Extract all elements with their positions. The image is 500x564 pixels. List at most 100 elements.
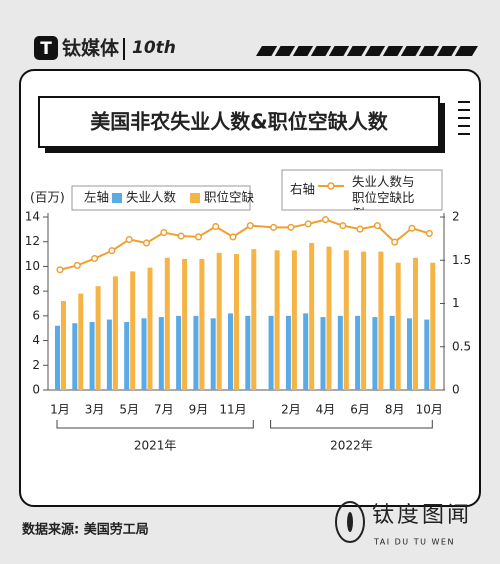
bar <box>124 322 130 390</box>
y-tick-label: 4 <box>32 333 40 347</box>
legend-marker <box>327 182 335 190</box>
bar <box>326 246 332 390</box>
bar <box>164 257 170 390</box>
ratio-point <box>321 216 330 224</box>
y2-tick-label: 0 <box>452 383 460 397</box>
ratio-point <box>125 235 133 244</box>
x-tick-label: 6月 <box>350 403 370 417</box>
group-label: 2021年 <box>134 439 177 453</box>
y-tick-label: 2 <box>32 358 40 372</box>
bar <box>424 319 430 390</box>
ratio-line <box>59 218 430 271</box>
ratio-point <box>356 225 364 233</box>
brand-badge: 10th <box>132 38 176 58</box>
ratio-point <box>194 233 202 241</box>
legend-label-box: 失业人数与职位空缺比例 <box>352 174 415 210</box>
bar <box>78 293 84 390</box>
bar <box>199 259 205 390</box>
ratio-point <box>339 222 347 230</box>
bar <box>176 315 182 390</box>
bar <box>378 251 384 390</box>
ratio-point <box>56 266 64 274</box>
bar <box>158 317 164 390</box>
bar <box>112 276 118 390</box>
card <box>19 69 481 507</box>
legend-right-axis: 右轴 <box>290 182 315 197</box>
group-label: 2022年 <box>330 439 373 453</box>
bar <box>309 242 315 390</box>
bar <box>130 271 136 390</box>
x-tick-label: 4月 <box>316 403 336 417</box>
x-tick-label: 7月 <box>154 403 174 417</box>
bar <box>228 313 233 390</box>
legend-label: 失业人数与职位空缺比例 <box>352 174 415 210</box>
bar <box>234 254 239 390</box>
ratio-point <box>160 229 168 237</box>
group-bracket <box>56 420 254 429</box>
y-axis-label: (百万) <box>30 190 65 205</box>
legend-label: 职位空缺 <box>204 190 255 205</box>
y2-tick-label: 1.5 <box>452 253 471 267</box>
x-tick-label: 8月 <box>385 403 405 417</box>
bar <box>372 317 378 390</box>
y-tick-label: 8 <box>32 284 40 298</box>
brand-name: 钛媒体 <box>62 37 120 60</box>
bar <box>245 315 251 390</box>
footer-logo-sub: TAI DU TU WEN <box>373 538 455 547</box>
legend-left-axis: 左轴 <box>84 190 109 205</box>
legend-label: 失业人数 <box>126 190 177 205</box>
bar <box>337 315 343 390</box>
group-bracket <box>270 420 433 429</box>
y-tick-label: 10 <box>25 259 40 273</box>
ratio-point <box>373 222 381 230</box>
x-tick-label: 5月 <box>119 403 139 417</box>
source: 数据来源: 美国劳工局 <box>22 522 149 538</box>
bar <box>291 250 297 390</box>
y-tick-label: 0 <box>32 383 40 397</box>
bar <box>251 249 257 390</box>
y-tick-label: 12 <box>25 234 40 248</box>
bar <box>303 313 309 390</box>
stripe-gaps <box>270 43 462 59</box>
ratio-point <box>73 261 81 269</box>
ratio-point <box>246 222 254 230</box>
bar <box>430 262 436 390</box>
legend-right-box <box>281 169 443 211</box>
bar <box>361 251 367 390</box>
ratio-point <box>425 229 433 237</box>
y2-tick-label: 2 <box>452 210 460 224</box>
footer-logo: 钛度图闻 <box>372 503 472 528</box>
bar <box>193 315 199 390</box>
menu-dashes <box>458 101 470 135</box>
ratio-point <box>108 247 116 255</box>
ratio-point <box>304 220 312 228</box>
legend-swatch <box>112 193 122 203</box>
bar <box>106 319 112 390</box>
x-tick-label: 11月 <box>219 403 246 417</box>
legend-left-box <box>71 185 251 211</box>
y-tick-label: 6 <box>32 308 40 322</box>
legend-swatch <box>190 193 201 203</box>
bar <box>216 252 222 390</box>
ratio-point <box>91 254 99 263</box>
bar <box>268 315 274 390</box>
chart-title: 美国非农失业人数&职位空缺人数 <box>90 110 388 134</box>
bar <box>72 323 78 390</box>
x-tick-label: 10月 <box>416 403 443 417</box>
ratio-point <box>212 222 220 231</box>
bar <box>147 267 153 390</box>
title-box <box>38 96 440 148</box>
brand-icon-letter: T <box>40 39 52 59</box>
ratio-point <box>391 238 399 246</box>
bar <box>141 318 147 390</box>
ratio-point <box>270 223 278 231</box>
x-tick-label: 3月 <box>85 403 105 417</box>
x-tick-label: 1月 <box>50 403 70 417</box>
ratio-point <box>177 232 185 240</box>
bar <box>395 262 401 390</box>
x-tick-label: 2月 <box>281 403 301 417</box>
bar <box>320 317 326 390</box>
ratio-point <box>142 239 151 247</box>
bar <box>55 325 60 390</box>
